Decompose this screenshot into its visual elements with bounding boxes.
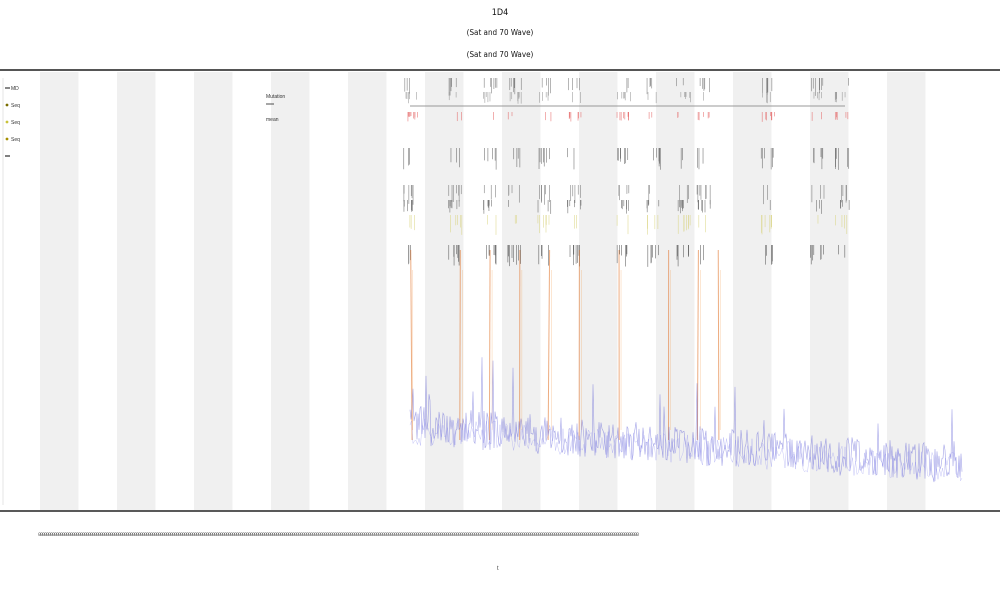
background-band xyxy=(194,72,233,510)
x-tick-labels: 0000000000000000000000000000000000000000… xyxy=(38,532,639,538)
background-band xyxy=(271,72,310,510)
x-axis-label: t xyxy=(497,566,499,572)
legend-label: MD xyxy=(11,86,19,92)
peak-line xyxy=(459,249,461,441)
peak-line xyxy=(547,249,551,441)
legend-swatch xyxy=(5,137,9,141)
legend-swatch xyxy=(5,120,9,124)
background-band xyxy=(348,72,387,510)
peak-line xyxy=(488,249,491,441)
annotation-sub: mean xyxy=(266,117,279,123)
background-band xyxy=(887,72,926,510)
legend-label: Seq xyxy=(11,103,20,109)
background-band xyxy=(656,72,695,510)
background-band xyxy=(733,72,772,510)
chart-title: 1D4 xyxy=(491,8,509,18)
peak-line xyxy=(717,249,720,441)
legend-label: Seq xyxy=(11,137,20,143)
chart-subtitle-2: (Sat and 70 Wave) xyxy=(466,50,534,59)
background-band xyxy=(117,72,156,510)
background-band xyxy=(425,72,464,510)
legend-label: Seq xyxy=(11,120,20,126)
background-band xyxy=(810,72,849,510)
annotation-label: Mutation xyxy=(266,94,285,100)
signal-line xyxy=(409,418,963,482)
chart-subtitle-1: (Sat and 70 Wave) xyxy=(466,28,534,37)
background-band xyxy=(40,72,79,510)
legend-swatch xyxy=(5,103,9,107)
